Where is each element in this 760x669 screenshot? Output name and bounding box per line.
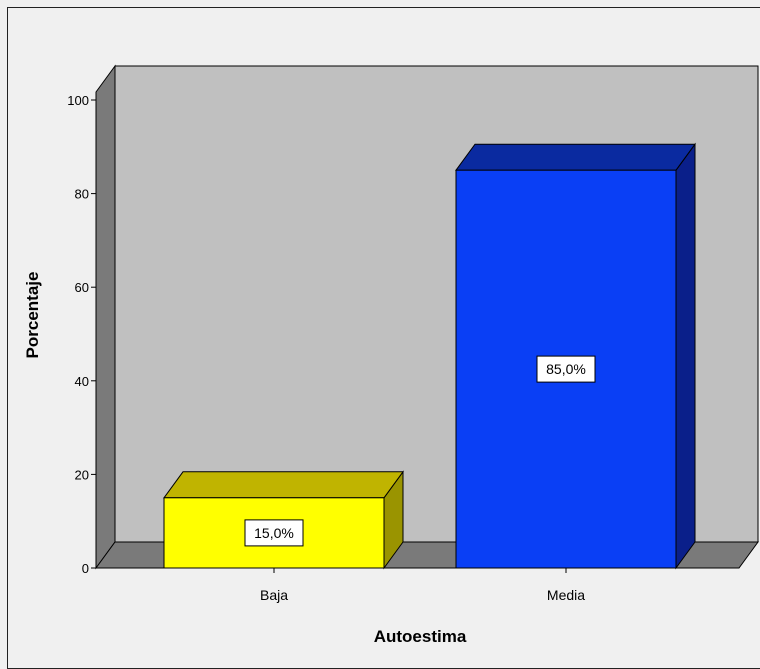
y-tick-label: 0 <box>82 561 89 576</box>
y-tick-label: 40 <box>75 374 89 389</box>
y-tick-label: 100 <box>67 93 89 108</box>
y-tick-label: 60 <box>75 280 89 295</box>
y-axis: 0 20 40 60 80 100 <box>67 93 97 576</box>
data-label-box <box>244 519 304 547</box>
bar-side <box>675 142 696 570</box>
x-tick-label: Baja <box>260 587 288 603</box>
bar-top <box>455 143 696 171</box>
data-label: 85,0% <box>546 361 586 377</box>
x-axis-title: Autoestima <box>374 627 467 646</box>
bars: 15,0% 85,0% <box>163 142 696 570</box>
data-label-box <box>536 355 596 383</box>
x-axis: Baja Media <box>96 567 739 603</box>
side-wall <box>95 64 116 570</box>
x-tick-label: Media <box>547 587 585 603</box>
y-tick-label: 20 <box>75 467 89 482</box>
y-tick-label: 80 <box>75 187 89 202</box>
bar-media: 85,0% <box>455 142 696 570</box>
y-axis-title: Porcentaje <box>23 272 42 359</box>
data-label: 15,0% <box>254 525 294 541</box>
bar-baja: 15,0% <box>163 470 404 570</box>
bar-top <box>163 471 404 499</box>
